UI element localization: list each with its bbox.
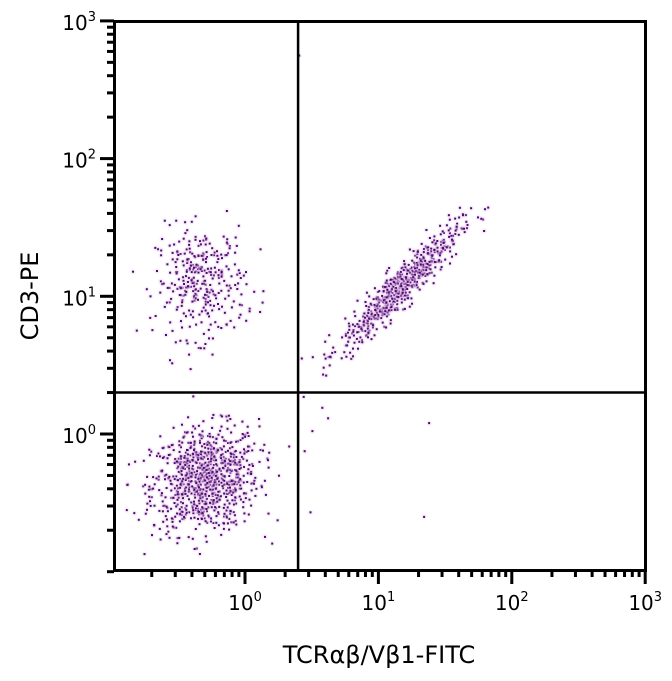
y-axis: 100 101 102 103 [62, 10, 114, 574]
y-tick-label: 103 [62, 10, 96, 35]
y-tick-label: 100 [62, 423, 96, 448]
y-tick-label: 101 [62, 285, 96, 310]
x-tick-label: 100 [228, 590, 262, 615]
x-tick-label: 101 [362, 590, 396, 615]
quadrant-gates [114, 21, 645, 570]
plot-frame [113, 20, 647, 572]
x-axis-title: TCRαβ/Vβ1-FITC [282, 641, 475, 669]
scatter-points [124, 53, 491, 557]
y-tick-label: 102 [62, 148, 96, 173]
y-axis-title: CD3-PE [16, 252, 44, 341]
x-tick-label: 102 [495, 590, 529, 615]
x-tick-label: 103 [628, 590, 662, 615]
x-axis: 100 101 102 103 [150, 570, 662, 615]
